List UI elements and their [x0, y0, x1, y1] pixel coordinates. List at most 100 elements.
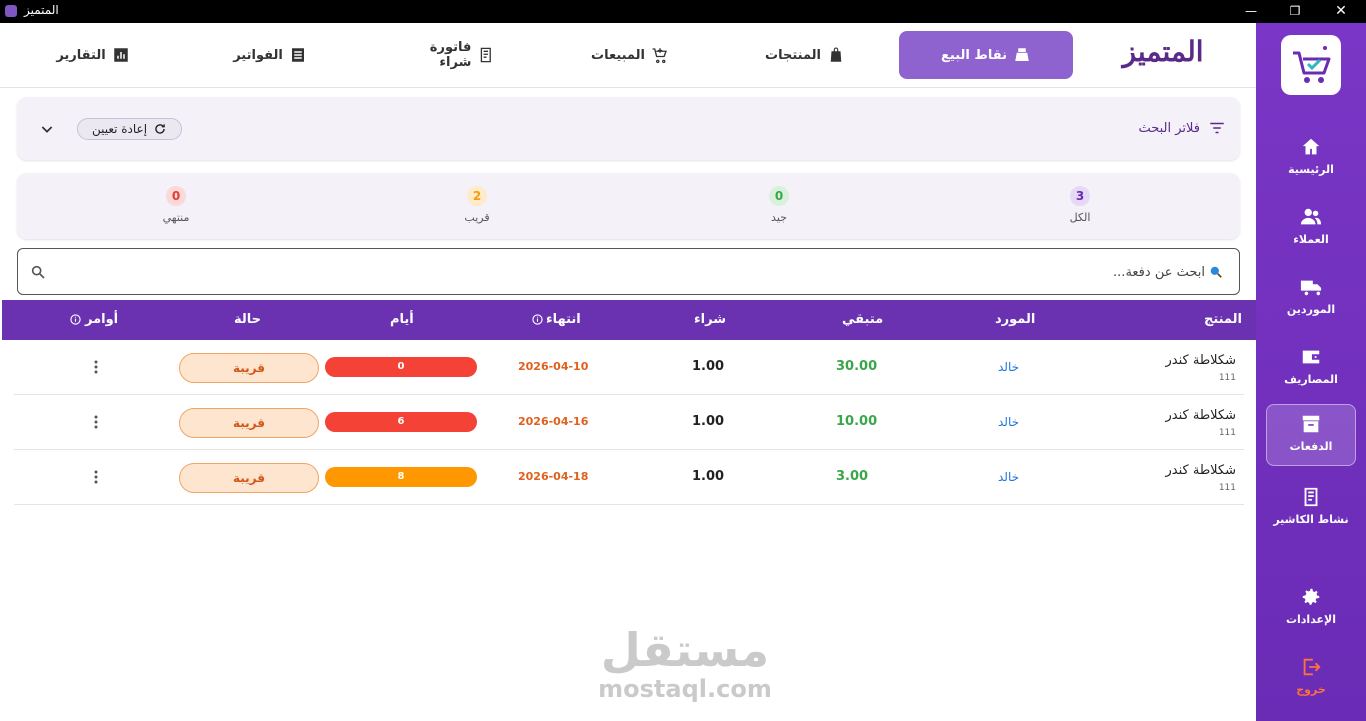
summary-good[interactable]: 0 جيد [739, 186, 819, 224]
product-name: شكلاطة كندر [1165, 353, 1237, 368]
header-status[interactable]: حالة [234, 312, 262, 327]
header-actions: أوامر [70, 312, 118, 327]
sidebar-item-label: الرئيسية [1288, 163, 1334, 176]
info-icon [70, 314, 81, 325]
batch-search-input[interactable] [65, 261, 1205, 283]
nav-pos-button[interactable]: نقاط البيع [899, 31, 1073, 79]
nav-reports-label: التقارير [56, 47, 106, 63]
table-row[interactable]: شكلاطة كندر 111 خالد 3.00 1.00 2026-04-1… [14, 450, 1244, 505]
summary-label: جيد [771, 211, 787, 224]
status-badge: قريبة [179, 463, 319, 493]
sidebar-item-cashier-activity[interactable]: نشاط الكاشير [1266, 478, 1356, 540]
nav-purchase-label: فاتورة شراء [429, 40, 472, 70]
cart-icon [652, 48, 667, 64]
shopping-cart-logo-icon [1293, 46, 1331, 83]
refresh-icon [155, 124, 165, 134]
summary-label: الكل [1069, 211, 1091, 224]
app-logo [1281, 35, 1341, 95]
summary-near[interactable]: 2 قريب [437, 186, 517, 224]
sidebar-item-settings[interactable]: الإعدادات [1266, 578, 1356, 640]
supplier-link[interactable]: خالد [998, 470, 1020, 484]
minimize-button[interactable]: — [1245, 4, 1257, 18]
sidebar-item-label: نشاط الكاشير [1273, 513, 1349, 526]
maximize-button[interactable]: ❐ [1289, 4, 1301, 18]
header-product[interactable]: المنتج [1203, 312, 1242, 327]
nav-products-button[interactable]: المنتجات [755, 31, 855, 79]
nav-reports-button[interactable]: التقارير [48, 31, 138, 79]
filters-title: فلاتر البحث [1138, 120, 1200, 136]
more-vertical-icon[interactable] [92, 413, 100, 431]
window-title: المتميز [24, 3, 59, 17]
header-actions-label: أوامر [85, 312, 119, 327]
expiry-date: 2026-04-18 [518, 470, 589, 483]
days-left-bar: 6 [325, 412, 477, 432]
reset-filters-label: إعادة تعيين [91, 122, 148, 136]
more-vertical-icon[interactable] [92, 468, 100, 486]
logout-icon [1303, 658, 1321, 676]
sidebar-item-label: الدفعات [1289, 440, 1333, 453]
brand-logo-text: المتميز [1122, 35, 1204, 68]
summary-label: قريب [464, 211, 490, 224]
summary-expired[interactable]: 0 منتهي [136, 186, 216, 224]
header-expiry[interactable]: انتهاء [532, 312, 581, 327]
more-vertical-icon[interactable] [92, 358, 100, 376]
search-filters-panel[interactable]: فلاتر البحث إعادة تعيين [17, 97, 1240, 160]
header-days[interactable]: أيام [390, 312, 414, 327]
sidebar-item-suppliers[interactable]: الموردين [1266, 268, 1356, 330]
count-badge: 3 [1070, 186, 1090, 206]
chevron-down-icon[interactable] [39, 121, 55, 137]
count-badge: 0 [769, 186, 789, 206]
sidebar-item-customers[interactable]: العملاء [1266, 198, 1356, 260]
sidebar-item-expenses[interactable]: المصاريف [1266, 338, 1356, 400]
header-expiry-label: انتهاء [546, 312, 581, 327]
sidebar-item-label: الموردين [1286, 303, 1336, 316]
product-code: 111 [1218, 428, 1236, 438]
remaining-qty: 10.00 [836, 414, 878, 429]
count-badge: 0 [166, 186, 186, 206]
sidebar: الرئيسية العملاء الموردين المصاريف الدفع… [1256, 23, 1366, 721]
purchase-price: 1.00 [692, 414, 725, 429]
nav-products-label: المنتجات [765, 47, 821, 63]
batches-table-header: المنتج المورد متبقي شراء انتهاء أيام حال… [2, 300, 1256, 340]
watermark-latin: mostaql.com [598, 675, 772, 703]
summary-label: منتهي [162, 211, 190, 224]
close-button[interactable]: ✕ [1335, 3, 1347, 19]
receipt-icon [481, 47, 492, 63]
sidebar-item-home[interactable]: الرئيسية [1266, 128, 1356, 190]
product-code: 111 [1218, 373, 1236, 383]
nav-purchase-button[interactable]: فاتورة شراء [395, 31, 495, 79]
table-row[interactable]: شكلاطة كندر 111 خالد 30.00 1.00 2026-04-… [14, 340, 1244, 395]
supplier-link[interactable]: خالد [998, 415, 1020, 429]
expiry-date: 2026-04-16 [518, 415, 589, 428]
table-row[interactable]: شكلاطة كندر 111 خالد 10.00 1.00 2026-04-… [14, 395, 1244, 450]
supplier-link[interactable]: خالد [998, 360, 1020, 374]
truck-icon [1300, 280, 1322, 296]
remaining-qty: 3.00 [836, 469, 869, 484]
sidebar-item-logout[interactable]: خروج [1266, 648, 1356, 710]
register-icon [1015, 48, 1029, 61]
nav-sales-button[interactable]: المبيعات [580, 31, 680, 79]
nav-invoices-button[interactable]: الفواتير [225, 31, 315, 79]
filters-header[interactable]: فلاتر البحث [1138, 119, 1226, 137]
chart-icon [113, 48, 128, 62]
search-icon[interactable] [30, 264, 46, 280]
remaining-qty: 30.00 [836, 359, 878, 374]
wallet-icon [1302, 350, 1320, 364]
batch-search-box [17, 248, 1240, 295]
header-remaining[interactable]: متبقي [842, 312, 884, 327]
header-supplier[interactable]: المورد [995, 312, 1036, 327]
app-icon [5, 5, 17, 17]
receipt-icon [1304, 487, 1318, 507]
invoice-icon [291, 48, 304, 62]
product-name: شكلاطة كندر [1165, 463, 1237, 478]
gear-icon [1302, 588, 1320, 605]
nav-invoices-label: الفواتير [233, 47, 283, 63]
sidebar-item-label: المصاريف [1284, 373, 1338, 386]
sidebar-item-batches[interactable]: الدفعات [1266, 404, 1356, 466]
nav-sales-label: المبيعات [591, 47, 645, 63]
header-purchase[interactable]: شراء [694, 312, 726, 327]
window-titlebar: المتميز — ❐ ✕ [0, 0, 1366, 23]
reset-filters-button[interactable]: إعادة تعيين [77, 118, 182, 140]
summary-all[interactable]: 3 الكل [1040, 186, 1120, 224]
days-left-bar: 8 [325, 467, 477, 487]
